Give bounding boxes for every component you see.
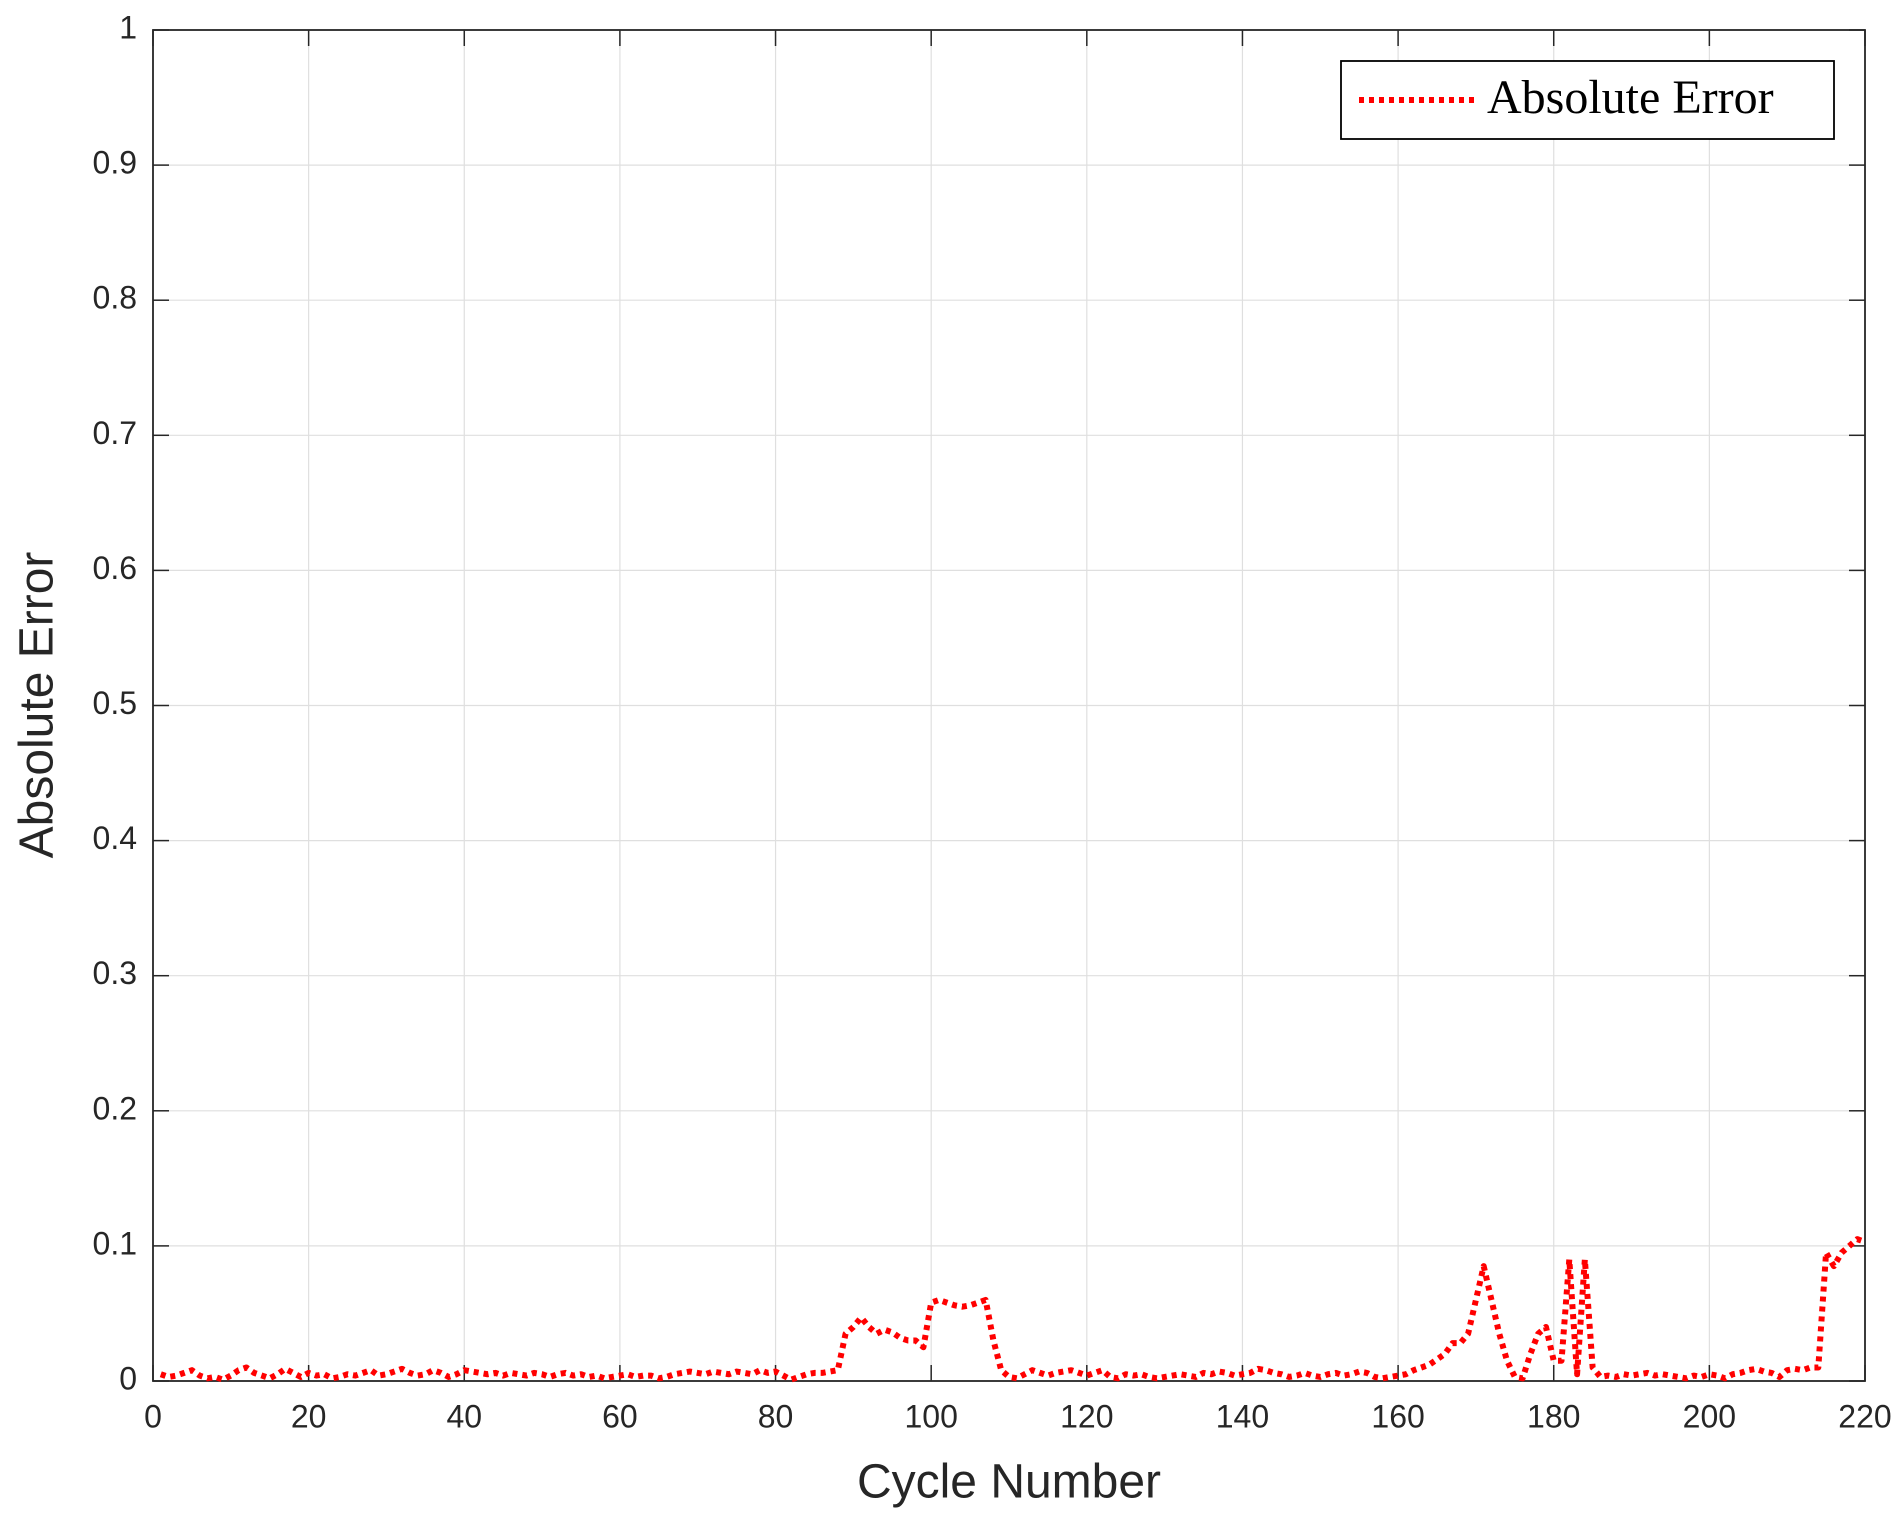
x-tick-label: 180 xyxy=(1527,1398,1580,1434)
y-tick-label: 0.3 xyxy=(93,955,137,991)
y-tick-label: 0.5 xyxy=(93,685,137,721)
x-tick-label: 100 xyxy=(904,1398,957,1434)
x-tick-label: 140 xyxy=(1216,1398,1269,1434)
x-tick-label: 120 xyxy=(1060,1398,1113,1434)
y-axis-label: Absolute Error xyxy=(11,552,64,859)
x-tick-label: 200 xyxy=(1683,1398,1736,1434)
data-line xyxy=(159,1236,1866,1383)
x-tick-label: 220 xyxy=(1838,1398,1891,1434)
y-tick-label: 1 xyxy=(119,9,137,45)
y-tick-label: 0.1 xyxy=(93,1225,137,1261)
plot-frame xyxy=(152,29,1866,1382)
x-tick-label: 60 xyxy=(602,1398,638,1434)
y-tick-label: 0.6 xyxy=(93,550,137,586)
y-tick-label: 0.4 xyxy=(93,820,137,856)
x-tick-label: 80 xyxy=(758,1398,794,1434)
x-tick-label: 20 xyxy=(291,1398,327,1434)
x-tick-label: 0 xyxy=(144,1398,162,1434)
x-tick-label: 160 xyxy=(1371,1398,1424,1434)
y-tick-label: 0 xyxy=(119,1360,137,1396)
legend-label: Absolute Error xyxy=(1487,71,1774,124)
y-tick-label: 0.2 xyxy=(93,1090,137,1126)
y-tick-label: 0.8 xyxy=(93,280,137,316)
y-tick-label: 0.9 xyxy=(93,145,137,181)
x-tick-label: 40 xyxy=(446,1398,482,1434)
x-axis-label: Cycle Number xyxy=(857,1456,1161,1509)
y-tick-label: 0.7 xyxy=(93,415,137,451)
